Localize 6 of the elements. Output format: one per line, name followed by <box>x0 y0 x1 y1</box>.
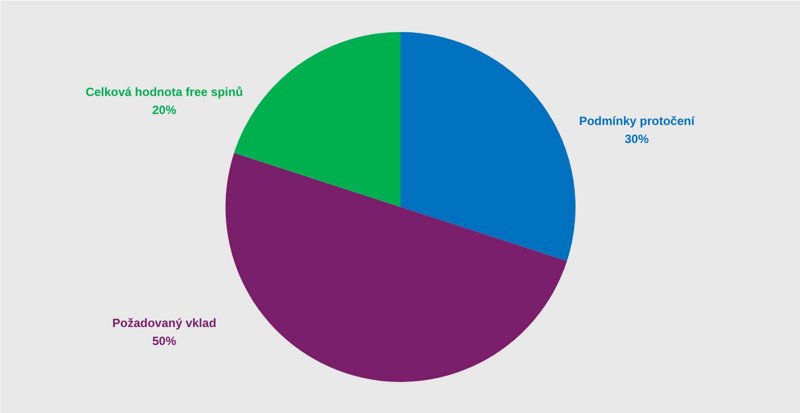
slice-label: Požadovaný vklad <box>112 316 216 330</box>
slice-label: Celková hodnota free spinů <box>86 84 243 99</box>
slice-label: Podmínky protočení <box>579 114 696 128</box>
data-label: 20% <box>152 102 177 117</box>
data-label: 50% <box>152 334 177 348</box>
data-label: 30% <box>624 132 650 146</box>
